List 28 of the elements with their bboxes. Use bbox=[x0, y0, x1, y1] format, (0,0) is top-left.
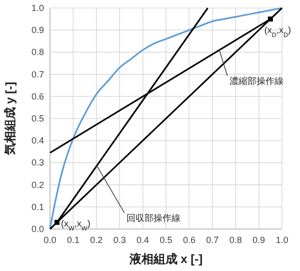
x-axis-title: 液相組成 x [-] bbox=[128, 252, 203, 266]
y-tick-label: 0.9 bbox=[31, 25, 44, 36]
x-tick-label: 0.0 bbox=[44, 235, 56, 245]
y-tick-label: 0.2 bbox=[31, 180, 44, 190]
x-tick-label: 0.3 bbox=[113, 235, 126, 245]
x-tick-label: 0.4 bbox=[136, 235, 150, 245]
x-tick-label: 0.5 bbox=[160, 235, 172, 245]
x-tick-label: 0.2 bbox=[90, 235, 103, 245]
annotation: 濃縮部操作線 bbox=[229, 76, 284, 86]
y-tick-label: 0.0 bbox=[31, 224, 44, 234]
annotation: (x$_{W}$,x$_{W}$) bbox=[60, 218, 90, 232]
y-tick-label: 1.0 bbox=[31, 3, 44, 13]
annotation: (x$_{D}$,x$_{D}$) bbox=[264, 25, 292, 39]
x-tick-label: 0.7 bbox=[206, 235, 219, 245]
x-tick-label: 0.9 bbox=[252, 235, 266, 245]
y-tick-label: 0.6 bbox=[31, 91, 44, 102]
y-tick-label: 0.5 bbox=[31, 114, 44, 124]
y-tick-label: 0.1 bbox=[31, 202, 44, 212]
x-tick-label: 0.1 bbox=[66, 235, 80, 245]
y-axis-title: 気相組成 y [-] bbox=[3, 82, 17, 156]
y-tick-label: 0.7 bbox=[31, 69, 44, 80]
x-tick-label: 0.8 bbox=[229, 235, 242, 245]
annotation: 回収部操作線 bbox=[126, 212, 180, 223]
x-tick-label: 1.0 bbox=[276, 235, 288, 245]
x-tick-label: 0.6 bbox=[182, 235, 196, 245]
y-tick-label: 0.8 bbox=[31, 47, 44, 58]
y-tick-label: 0.3 bbox=[31, 158, 44, 168]
y-tick-label: 0.4 bbox=[31, 136, 44, 146]
